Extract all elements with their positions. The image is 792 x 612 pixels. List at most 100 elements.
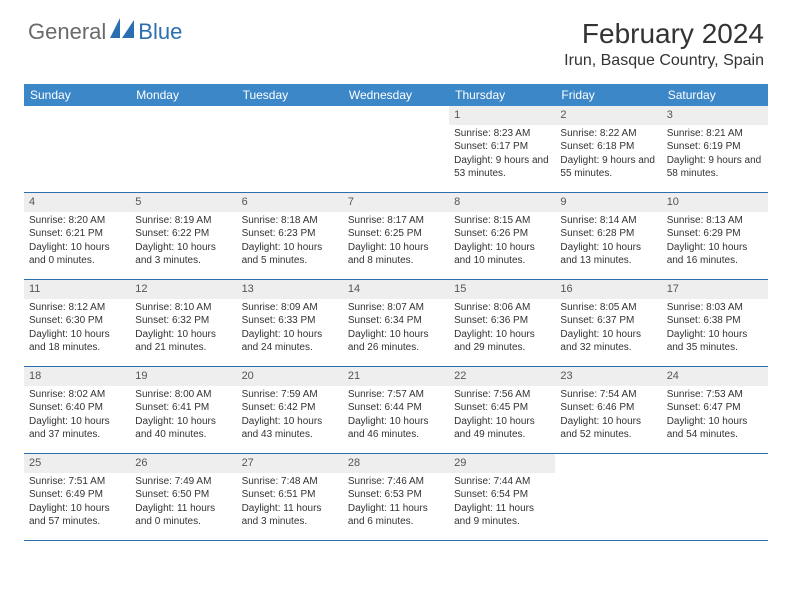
daylight-line: Daylight: 10 hours and 49 minutes. xyxy=(454,415,550,442)
day-cell: 12Sunrise: 8:10 AMSunset: 6:32 PMDayligh… xyxy=(130,280,236,366)
day-cell: 19Sunrise: 8:00 AMSunset: 6:41 PMDayligh… xyxy=(130,367,236,453)
day-cell: 25 Sunrise: 7:51 AMSunset: 6:49 PMDayligh… xyxy=(24,454,130,540)
header: General Blue February 2024 Irun, Basque … xyxy=(0,0,792,78)
day-number: 20 xyxy=(237,367,343,386)
day-number: 1 xyxy=(449,106,555,125)
daylight-line: Daylight: 11 hours and 0 minutes. xyxy=(135,502,231,529)
sunset-line: Sunset: 6:45 PM xyxy=(454,401,550,415)
sunset-line: Sunset: 6:26 PM xyxy=(454,227,550,241)
daylight-line: Daylight: 10 hours and 52 minutes. xyxy=(560,415,656,442)
day-cell: 27Sunrise: 7:48 AMSunset: 6:51 PMDayligh… xyxy=(237,454,343,540)
daylight-line: Daylight: 10 hours and 18 minutes. xyxy=(29,328,125,355)
sunrise-line: Sunrise: 8:14 AM xyxy=(560,214,656,228)
week-row: 11Sunrise: 8:12 AMSunset: 6:30 PMDayligh… xyxy=(24,280,768,367)
day-cell xyxy=(662,454,768,540)
day-number: 26 xyxy=(130,454,236,473)
day-body: Sunrise: 7:56 AMSunset: 6:45 PMDaylight:… xyxy=(449,388,555,445)
day-body: Sunrise: 7:53 AMSunset: 6:47 PMDaylight:… xyxy=(662,388,768,445)
daylight-line: Daylight: 10 hours and 40 minutes. xyxy=(135,415,231,442)
sunset-line: Sunset: 6:34 PM xyxy=(348,314,444,328)
day-body: Sunrise: 8:19 AMSunset: 6:22 PMDaylight:… xyxy=(130,214,236,271)
day-number: 28 xyxy=(343,454,449,473)
weekday-header: Sunday xyxy=(24,84,130,106)
day-body: Sunrise: 7:54 AMSunset: 6:46 PMDaylight:… xyxy=(555,388,661,445)
daylight-line: Daylight: 10 hours and 5 minutes. xyxy=(242,241,338,268)
day-cell: 7Sunrise: 8:17 AMSunset: 6:25 PMDaylight… xyxy=(343,193,449,279)
day-number: 9 xyxy=(555,193,661,212)
sunrise-line: Sunrise: 8:09 AM xyxy=(242,301,338,315)
sunrise-line: Sunrise: 8:18 AM xyxy=(242,214,338,228)
daylight-line: Daylight: 9 hours and 55 minutes. xyxy=(560,154,656,181)
sunset-line: Sunset: 6:53 PM xyxy=(348,488,444,502)
sunrise-line: Sunrise: 7:44 AM xyxy=(454,475,550,489)
week-row: 1Sunrise: 8:23 AMSunset: 6:17 PMDaylight… xyxy=(24,106,768,193)
day-number: 21 xyxy=(343,367,449,386)
weeks-container: 1Sunrise: 8:23 AMSunset: 6:17 PMDaylight… xyxy=(24,106,768,541)
day-cell xyxy=(555,454,661,540)
daylight-line: Daylight: 10 hours and 13 minutes. xyxy=(560,241,656,268)
day-body: Sunrise: 7:59 AMSunset: 6:42 PMDaylight:… xyxy=(237,388,343,445)
day-number: 6 xyxy=(237,193,343,212)
sunrise-line: Sunrise: 7:57 AM xyxy=(348,388,444,402)
day-number: 11 xyxy=(24,280,130,299)
daylight-line: Daylight: 11 hours and 6 minutes. xyxy=(348,502,444,529)
day-cell: 1Sunrise: 8:23 AMSunset: 6:17 PMDaylight… xyxy=(449,106,555,192)
day-body: Sunrise: 8:21 AMSunset: 6:19 PMDaylight:… xyxy=(662,127,768,184)
daylight-line: Daylight: 11 hours and 9 minutes. xyxy=(454,502,550,529)
sunset-line: Sunset: 6:18 PM xyxy=(560,140,656,154)
sunrise-line: Sunrise: 7:59 AM xyxy=(242,388,338,402)
day-cell: 17Sunrise: 8:03 AMSunset: 6:38 PMDayligh… xyxy=(662,280,768,366)
day-number: 17 xyxy=(662,280,768,299)
sunset-line: Sunset: 6:19 PM xyxy=(667,140,763,154)
daylight-line: Daylight: 11 hours and 3 minutes. xyxy=(242,502,338,529)
sunrise-line: Sunrise: 7:51 AM xyxy=(29,475,125,489)
sunrise-line: Sunrise: 8:20 AM xyxy=(29,214,125,228)
daylight-line: Daylight: 10 hours and 29 minutes. xyxy=(454,328,550,355)
daylight-line: Daylight: 10 hours and 21 minutes. xyxy=(135,328,231,355)
day-body: Sunrise: 8:07 AMSunset: 6:34 PMDaylight:… xyxy=(343,301,449,358)
day-cell: 6Sunrise: 8:18 AMSunset: 6:23 PMDaylight… xyxy=(237,193,343,279)
calendar: SundayMondayTuesdayWednesdayThursdayFrid… xyxy=(24,84,768,541)
logo-sail-icon xyxy=(110,18,136,45)
sunrise-line: Sunrise: 8:03 AM xyxy=(667,301,763,315)
day-body: Sunrise: 8:06 AMSunset: 6:36 PMDaylight:… xyxy=(449,301,555,358)
sunrise-line: Sunrise: 8:21 AM xyxy=(667,127,763,141)
day-cell: 8Sunrise: 8:15 AMSunset: 6:26 PMDaylight… xyxy=(449,193,555,279)
sunset-line: Sunset: 6:28 PM xyxy=(560,227,656,241)
location: Irun, Basque Country, Spain xyxy=(564,52,764,70)
sunrise-line: Sunrise: 8:07 AM xyxy=(348,301,444,315)
sunrise-line: Sunrise: 8:00 AM xyxy=(135,388,231,402)
day-number: 25 xyxy=(24,454,130,473)
day-number: 10 xyxy=(662,193,768,212)
week-row: 25 Sunrise: 7:51 AMSunset: 6:49 PMDayligh… xyxy=(24,454,768,541)
day-cell xyxy=(343,106,449,192)
sunrise-line: Sunrise: 7:53 AM xyxy=(667,388,763,402)
day-number-empty xyxy=(662,454,768,472)
day-number: 16 xyxy=(555,280,661,299)
daylight-line: Daylight: 10 hours and 8 minutes. xyxy=(348,241,444,268)
day-number: 3 xyxy=(662,106,768,125)
day-number: 12 xyxy=(130,280,236,299)
day-number-empty xyxy=(24,106,130,124)
day-cell: 13Sunrise: 8:09 AMSunset: 6:33 PMDayligh… xyxy=(237,280,343,366)
sunrise-line: Sunrise: 8:17 AM xyxy=(348,214,444,228)
day-number-empty xyxy=(343,106,449,124)
daylight-line: Daylight: 9 hours and 53 minutes. xyxy=(454,154,550,181)
sunset-line: Sunset: 6:38 PM xyxy=(667,314,763,328)
sunset-line: Sunset: 6:30 PM xyxy=(29,314,125,328)
sunset-line: Sunset: 6:17 PM xyxy=(454,140,550,154)
day-number: 15 xyxy=(449,280,555,299)
daylight-line: Daylight: 10 hours and 54 minutes. xyxy=(667,415,763,442)
sunset-line: Sunset: 6:44 PM xyxy=(348,401,444,415)
sunset-line: Sunset: 6:37 PM xyxy=(560,314,656,328)
sunset-line: Sunset: 6:51 PM xyxy=(242,488,338,502)
daylight-line: Daylight: 10 hours and 0 minutes. xyxy=(29,241,125,268)
day-number: 14 xyxy=(343,280,449,299)
day-body: Sunrise: 7:44 AMSunset: 6:54 PMDaylight:… xyxy=(449,475,555,532)
sunrise-line: Sunrise: 8:06 AM xyxy=(454,301,550,315)
day-body: Sunrise: 7:51 AMSunset: 6:49 PMDaylight:… xyxy=(24,475,130,532)
day-cell: 24Sunrise: 7:53 AMSunset: 6:47 PMDayligh… xyxy=(662,367,768,453)
day-number: 29 xyxy=(449,454,555,473)
sunrise-line: Sunrise: 7:46 AM xyxy=(348,475,444,489)
day-number: 22 xyxy=(449,367,555,386)
